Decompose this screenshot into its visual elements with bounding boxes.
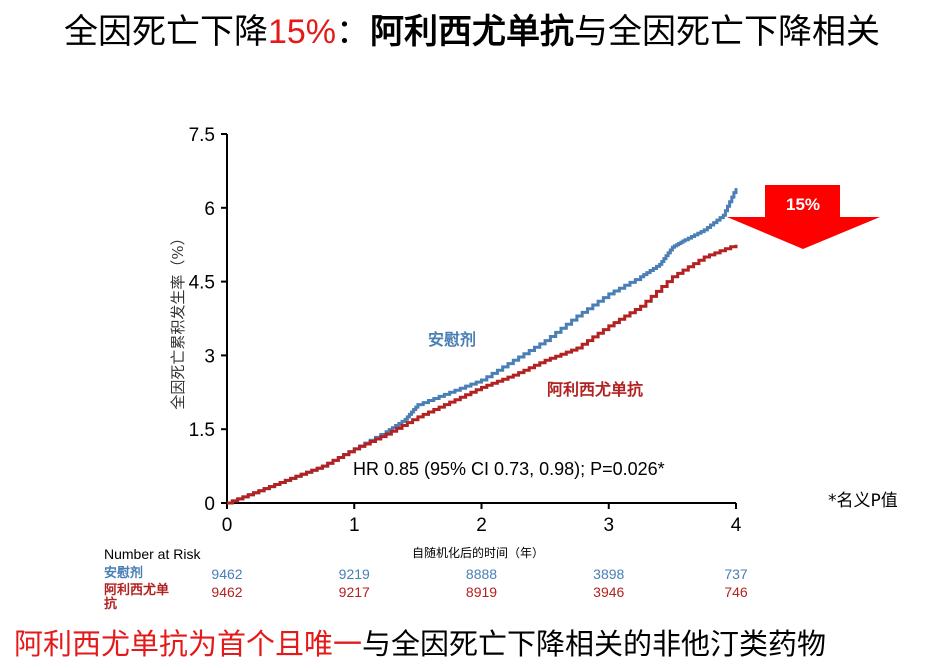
series-line-placebo (227, 188, 738, 505)
nominal-p-note: *名义P值 (828, 491, 898, 511)
risk-value: 9217 (338, 584, 370, 600)
x-tick-label: 0 (222, 515, 233, 536)
title-colon: ： (336, 12, 371, 52)
arrow-label: 15% (786, 195, 820, 214)
risk-table-header: Number at Risk (104, 546, 201, 562)
risk-row-label-placebo: 安慰剂 (104, 566, 144, 581)
page-title: 全因死亡下降15%：阿利西尤单抗与全因死亡下降相关 (0, 8, 944, 56)
series-label-placebo: 安慰剂 (428, 330, 476, 349)
x-axis-label: 自随机化后的时间（年） (412, 546, 545, 560)
risk-value: 8888 (465, 566, 498, 582)
x-tick-label: 2 (476, 515, 487, 536)
risk-value: 9462 (211, 584, 243, 600)
y-tick-label: 0 (204, 494, 215, 515)
risk-row-label-drug: 阿利西尤单抗 (104, 583, 170, 612)
title-percent: 15% (267, 13, 337, 51)
title-drug: 阿利西尤单抗 (370, 12, 575, 52)
y-tick-label: 3 (204, 346, 215, 367)
risk-value: 9462 (211, 566, 243, 582)
risk-value: 737 (724, 566, 748, 582)
y-tick-label: 7.5 (189, 125, 215, 146)
risk-value: 3946 (593, 584, 625, 600)
risk-value: 746 (724, 584, 748, 600)
x-tick-label: 4 (731, 515, 742, 536)
risk-value: 9219 (338, 566, 370, 582)
risk-value: 8919 (465, 584, 498, 600)
y-tick-label: 4.5 (189, 273, 215, 294)
footer-red-part: 阿利西尤单抗为首个且唯一 (14, 627, 363, 661)
reduction-arrow (727, 185, 880, 249)
title-part5: 与全因死亡下降相关 (574, 12, 881, 52)
hr-annotation: HR 0.85 (95% CI 0.73, 0.98); P=0.026* (353, 459, 665, 479)
series-line-drug (227, 244, 738, 505)
x-tick-label: 3 (603, 515, 614, 536)
y-axis-label: 全因死亡累积发生率（%） (169, 230, 187, 409)
series-label-drug: 阿利西尤单抗 (547, 380, 643, 399)
risk-value: 3898 (593, 566, 625, 582)
x-tick-label: 1 (349, 515, 360, 536)
y-tick-label: 1.5 (189, 420, 215, 441)
footer-black-part: 与全因死亡下降相关的非他汀类药物 (362, 627, 827, 661)
y-tick-label: 6 (204, 199, 215, 220)
footer-statement: 阿利西尤单抗为首个且唯一与全因死亡下降相关的非他汀类药物 (14, 624, 944, 664)
title-part1: 全因死亡下降 (63, 12, 268, 52)
